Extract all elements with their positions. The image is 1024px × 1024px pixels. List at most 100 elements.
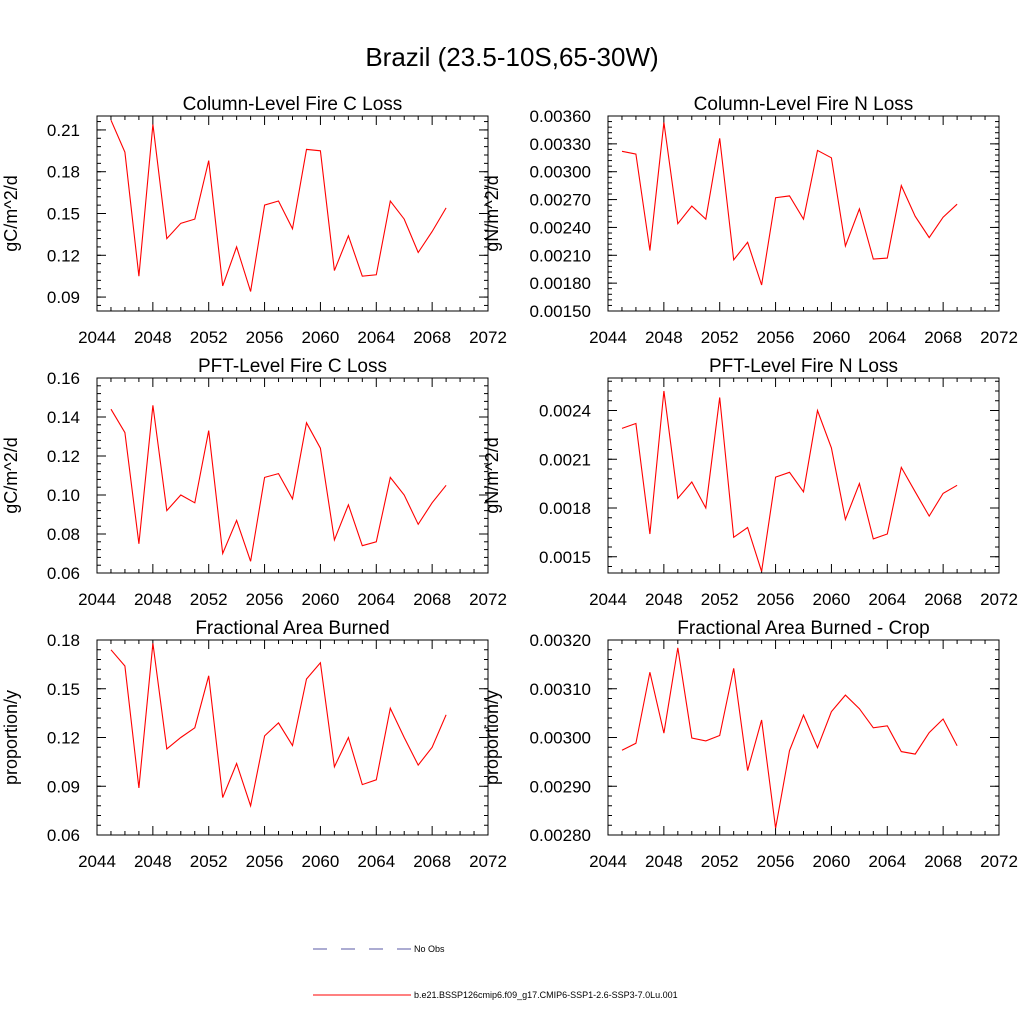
series-line [110,119,447,292]
x-tick-label: 2044 [589,328,627,347]
x-tick-label: 2052 [190,590,228,609]
x-tick-label: 2056 [757,590,795,609]
legend-model-label: b.e21.BSSP126cmip6.f09_g17.CMIP6-SSP1-2.… [414,990,678,1000]
series-line [621,390,958,572]
x-tick-label: 2048 [134,328,172,347]
x-tick-label: 2072 [980,852,1018,871]
x-tick-label: 2044 [78,590,116,609]
panel-fractional-area-burned-crop: Fractional Area Burned - Crop 2044 2048 205… [482,618,1018,871]
y-tick-label: 0.06 [47,564,80,583]
x-tick-label: 2048 [645,590,683,609]
x-tick-label: 2060 [813,852,851,871]
x-tick-label: 2048 [645,328,683,347]
panel-title: Fractional Area Burned [195,618,389,639]
x-tick-label: 2052 [701,328,739,347]
plot-frame [96,377,489,574]
x-tick-label: 2060 [302,328,340,347]
y-tick-label: 0.00180 [530,274,591,293]
y-tick-label: 0.00150 [530,302,591,321]
panel-title: Column-Level Fire C Loss [183,94,403,115]
y-tick-label: 0.00300 [530,163,591,182]
y-tick-label: 0.09 [47,288,80,307]
x-tick-label: 2072 [469,852,507,871]
x-tick-label: 2060 [813,328,851,347]
panel-pft-fire-n-loss: PFT-Level Fire N Loss 2044 2048 2052 2056 206… [482,356,1018,609]
x-tick-label: 2064 [357,852,395,871]
x-tick-label: 2056 [246,328,284,347]
x-tick-label: 2060 [302,590,340,609]
x-tick-label: 2056 [246,852,284,871]
y-tick-label: 0.09 [47,777,80,796]
panel-title: PFT-Level Fire N Loss [709,356,898,377]
panel-pft-fire-c-loss: PFT-Level Fire C Loss 2044 2048 2052 2056 206… [1,356,507,609]
x-tick-label: 2052 [701,852,739,871]
y-tick-label: 0.0021 [539,450,591,469]
y-tick-label: 0.15 [47,205,80,224]
y-tick-label: 0.18 [47,631,80,650]
y-tick-label: 0.00290 [530,777,591,796]
y-tick-label: 0.18 [47,163,80,182]
x-tick-label: 2068 [413,852,451,871]
y-tick-label: 0.00280 [530,826,591,845]
x-tick-label: 2068 [924,328,962,347]
y-axis-label: proportion/y [482,690,502,785]
series-line [110,405,447,562]
panel-column-fire-n-loss: Column-Level Fire N Loss 2044 2048 2052 2056… [482,94,1018,347]
x-tick-label: 2048 [134,590,172,609]
y-tick-label: 0.10 [47,486,80,505]
y-tick-label: 0.08 [47,525,80,544]
panel-column-fire-c-loss: Column-Level Fire C Loss 2044 2048 2052 2056… [1,94,507,347]
x-tick-label: 2064 [357,328,395,347]
y-tick-label: 0.12 [47,447,80,466]
x-tick-label: 2064 [868,328,906,347]
x-tick-label: 2056 [757,328,795,347]
legend-obs-label: No Obs [414,944,445,954]
plot-frame [607,639,1000,836]
x-tick-label: 2060 [813,590,851,609]
y-axis-label: gC/m^2/d [1,437,21,513]
x-tick-label: 2048 [134,852,172,871]
y-axis-label: proportion/y [1,690,21,785]
y-tick-label: 0.0015 [539,548,591,567]
y-axis-label: gC/m^2/d [1,175,21,251]
x-tick-label: 2044 [589,852,627,871]
panel-title: Column-Level Fire N Loss [694,94,914,115]
y-axis-label: gN/m^2/d [482,437,502,513]
y-tick-label: 0.00330 [530,135,591,154]
x-tick-label: 2052 [701,590,739,609]
y-tick-label: 0.0018 [539,499,591,518]
x-tick-label: 2052 [190,852,228,871]
x-tick-label: 2072 [469,328,507,347]
x-tick-label: 2068 [413,328,451,347]
x-tick-label: 2068 [924,852,962,871]
y-tick-label: 0.00300 [530,729,591,748]
y-axis-label: gN/m^2/d [482,175,502,251]
x-tick-label: 2072 [469,590,507,609]
y-tick-label: 0.00270 [530,191,591,210]
y-tick-label: 0.06 [47,826,80,845]
x-tick-label: 2072 [980,590,1018,609]
x-tick-label: 2060 [302,852,340,871]
x-tick-label: 2064 [868,852,906,871]
series-line [621,122,958,286]
panel-title: PFT-Level Fire C Loss [198,356,387,377]
y-tick-label: 0.12 [47,729,80,748]
series-line [621,647,958,829]
y-tick-label: 0.16 [47,369,80,388]
x-tick-label: 2064 [357,590,395,609]
x-tick-label: 2056 [246,590,284,609]
y-tick-label: 0.00320 [530,631,591,650]
y-tick-label: 0.00210 [530,246,591,265]
panel-title: Fractional Area Burned - Crop [677,618,929,639]
y-tick-label: 0.21 [47,121,80,140]
y-tick-label: 0.15 [47,680,80,699]
x-tick-label: 2068 [413,590,451,609]
plot-frame [607,377,1000,574]
x-tick-label: 2052 [190,328,228,347]
series-line [110,643,447,808]
x-tick-label: 2064 [868,590,906,609]
x-tick-label: 2072 [980,328,1018,347]
main-title: Brazil (23.5-10S,65-30W) [365,42,658,72]
y-tick-label: 0.00240 [530,218,591,237]
